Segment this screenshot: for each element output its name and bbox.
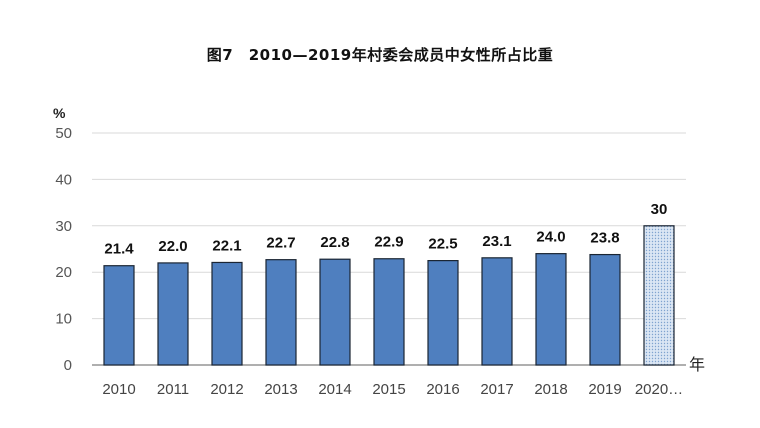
x-axis-ticks: 2010 2011 2012 2013 2014 2015 2016 2017 2018 2019… — [102, 381, 683, 398]
bar — [481, 257, 513, 366]
bar — [535, 253, 567, 366]
y-tick-label: 50 — [55, 125, 72, 142]
data-label: 22.8 — [320, 234, 349, 251]
x-tick-label: 2011 — [157, 381, 189, 398]
bar — [157, 262, 189, 366]
x-tick-label: 2017 — [480, 381, 513, 398]
bar — [319, 258, 351, 366]
data-label: 23.1 — [482, 233, 511, 250]
bar — [427, 260, 459, 366]
data-labels: 21.4 22.0 22.1 22.7 22.8 22.9 22.5 23.1 24.0 23.8… — [104, 201, 667, 258]
x-tick-label: 2013 — [264, 381, 297, 398]
data-label: 23.8 — [590, 230, 619, 247]
y-tick-label: 40 — [55, 171, 72, 188]
bar — [373, 258, 405, 366]
x-tick-label: 2012 — [210, 381, 243, 398]
y-axis-unit: % — [53, 105, 66, 121]
data-label: 21.4 — [104, 241, 134, 258]
data-label: 22.1 — [212, 237, 241, 254]
data-label: 22.5 — [428, 236, 457, 253]
bar — [589, 253, 621, 366]
data-label: 22.7 — [266, 235, 295, 252]
x-tick-label: 2019 — [588, 381, 621, 398]
x-axis-unit: 年 — [689, 355, 705, 374]
y-tick-label: 30 — [55, 218, 72, 235]
x-tick-label: 2018 — [534, 381, 567, 398]
bars — [103, 225, 675, 366]
data-label: 30 — [651, 201, 668, 218]
bar-projection — [643, 225, 675, 366]
bar — [211, 261, 243, 366]
y-tick-label: 10 — [55, 311, 72, 328]
bar — [103, 265, 135, 366]
y-tick-label: 0 — [64, 357, 72, 374]
data-label: 22.0 — [158, 238, 187, 255]
data-label: 24.0 — [536, 229, 565, 246]
x-tick-label: 2010 — [102, 381, 135, 398]
y-axis-ticks: 0 10 20 30 40 50 — [55, 125, 72, 374]
y-tick-label: 20 — [55, 264, 72, 281]
chart-title: 图7 2010—2019年村委会成员中女性所占比重 — [206, 46, 554, 64]
data-label: 22.9 — [374, 234, 403, 251]
x-tick-label: 2014 — [318, 381, 351, 398]
x-tick-label: 2016 — [426, 381, 459, 398]
x-tick-label: 2020… — [635, 381, 683, 398]
bar — [265, 259, 297, 366]
x-tick-label: 2015 — [372, 381, 405, 398]
